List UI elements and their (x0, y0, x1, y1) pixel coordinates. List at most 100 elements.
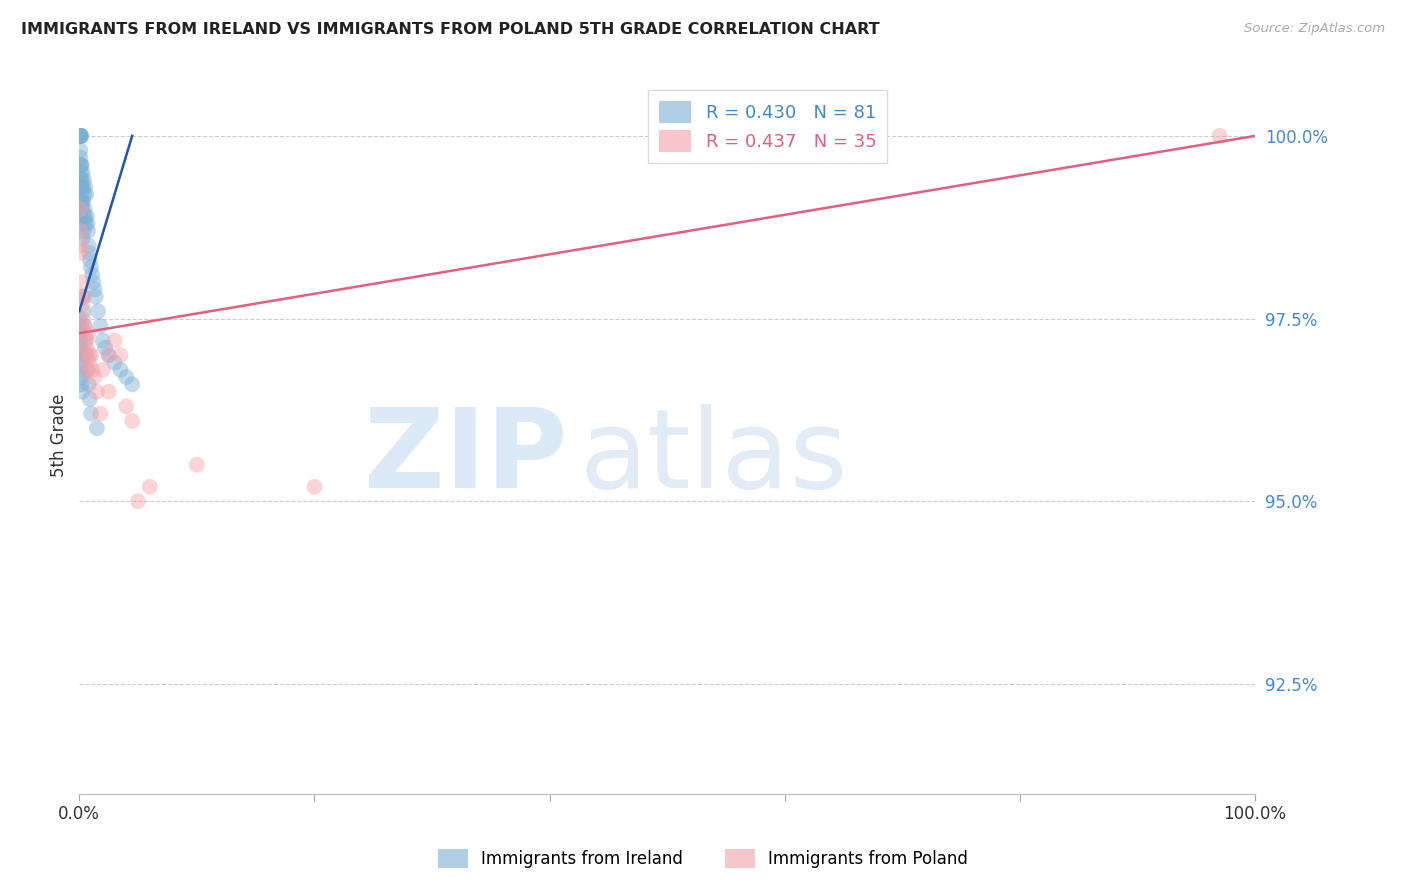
Point (115, 370, 138, 384)
Point (75, 326, 97, 341)
Point (75, 348, 97, 362)
Point (79, 348, 101, 362)
Point (70, 180, 93, 194)
Point (73, 224, 96, 238)
Point (75, 341, 97, 355)
Point (69, 128, 91, 143)
Point (79, 392, 101, 406)
Point (70, 377, 93, 392)
Point (77, 238, 100, 252)
Point (304, 480, 326, 494)
Point (121, 377, 143, 392)
Point (69, 144, 91, 158)
Point (69, 151, 91, 165)
Text: ZIP: ZIP (364, 403, 567, 510)
Point (75, 187, 97, 202)
Point (70, 173, 93, 187)
Text: IMMIGRANTS FROM IRELAND VS IMMIGRANTS FROM POLAND 5TH GRADE CORRELATION CHART: IMMIGRANTS FROM IRELAND VS IMMIGRANTS FR… (21, 22, 880, 37)
Point (127, 494, 149, 508)
Point (86, 421, 108, 435)
Point (83, 370, 105, 384)
Point (72, 165, 94, 179)
Point (72, 217, 94, 231)
Point (70, 158, 93, 172)
Point (70, 202, 93, 216)
Point (72, 290, 94, 304)
Point (76, 209, 98, 223)
Point (69, 334, 91, 348)
Point (73, 318, 96, 333)
Point (70, 384, 93, 399)
Point (69, 128, 91, 143)
Point (69, 165, 91, 179)
Point (86, 384, 108, 399)
Point (80, 260, 103, 275)
Point (69, 348, 91, 362)
Point (69, 128, 91, 143)
Point (70, 370, 93, 384)
Legend: R = 0.430   N = 81, R = 0.437   N = 35: R = 0.430 N = 81, R = 0.437 N = 35 (648, 90, 887, 163)
Point (69, 341, 91, 355)
Point (69, 128, 91, 143)
Point (70, 194, 93, 209)
Point (73, 187, 96, 202)
Point (72, 231, 94, 245)
Point (70, 158, 93, 172)
Point (76, 363, 98, 377)
Point (69, 202, 91, 216)
Point (139, 480, 162, 494)
Point (69, 318, 91, 333)
Text: Source: ZipAtlas.com: Source: ZipAtlas.com (1244, 22, 1385, 36)
Point (69, 311, 91, 326)
Point (77, 224, 100, 238)
Point (73, 202, 96, 216)
Point (70, 128, 93, 143)
Point (69, 326, 91, 341)
Point (70, 275, 93, 289)
Point (72, 304, 94, 318)
Point (110, 363, 132, 377)
Point (75, 334, 97, 348)
Point (186, 458, 208, 472)
Point (70, 245, 93, 260)
Point (89, 407, 111, 421)
Point (75, 217, 97, 231)
Point (69, 158, 91, 172)
Point (70, 187, 93, 202)
Point (69, 355, 91, 369)
Point (75, 348, 97, 362)
Point (89, 318, 111, 333)
Point (97, 384, 120, 399)
Point (77, 355, 100, 369)
Y-axis label: 5th Grade: 5th Grade (51, 394, 67, 477)
Point (91, 363, 114, 377)
Point (103, 334, 125, 348)
Point (83, 282, 105, 296)
Point (77, 326, 100, 341)
Point (73, 318, 96, 333)
Point (69, 128, 91, 143)
Point (72, 180, 94, 194)
Point (70, 363, 93, 377)
Point (77, 245, 100, 260)
Point (79, 253, 101, 268)
Point (110, 348, 132, 362)
Point (76, 334, 98, 348)
Point (76, 363, 98, 377)
Point (69, 128, 91, 143)
Point (70, 202, 93, 216)
Point (87, 304, 110, 318)
Point (97, 348, 120, 362)
Point (103, 355, 125, 369)
Point (77, 377, 100, 392)
Point (70, 173, 93, 187)
Point (70, 194, 93, 209)
Point (69, 128, 91, 143)
Point (82, 363, 104, 377)
Point (72, 209, 94, 223)
Point (69, 128, 91, 143)
Legend: Immigrants from Ireland, Immigrants from Poland: Immigrants from Ireland, Immigrants from… (432, 843, 974, 875)
Point (121, 414, 143, 428)
Point (75, 209, 97, 223)
Point (70, 290, 93, 304)
